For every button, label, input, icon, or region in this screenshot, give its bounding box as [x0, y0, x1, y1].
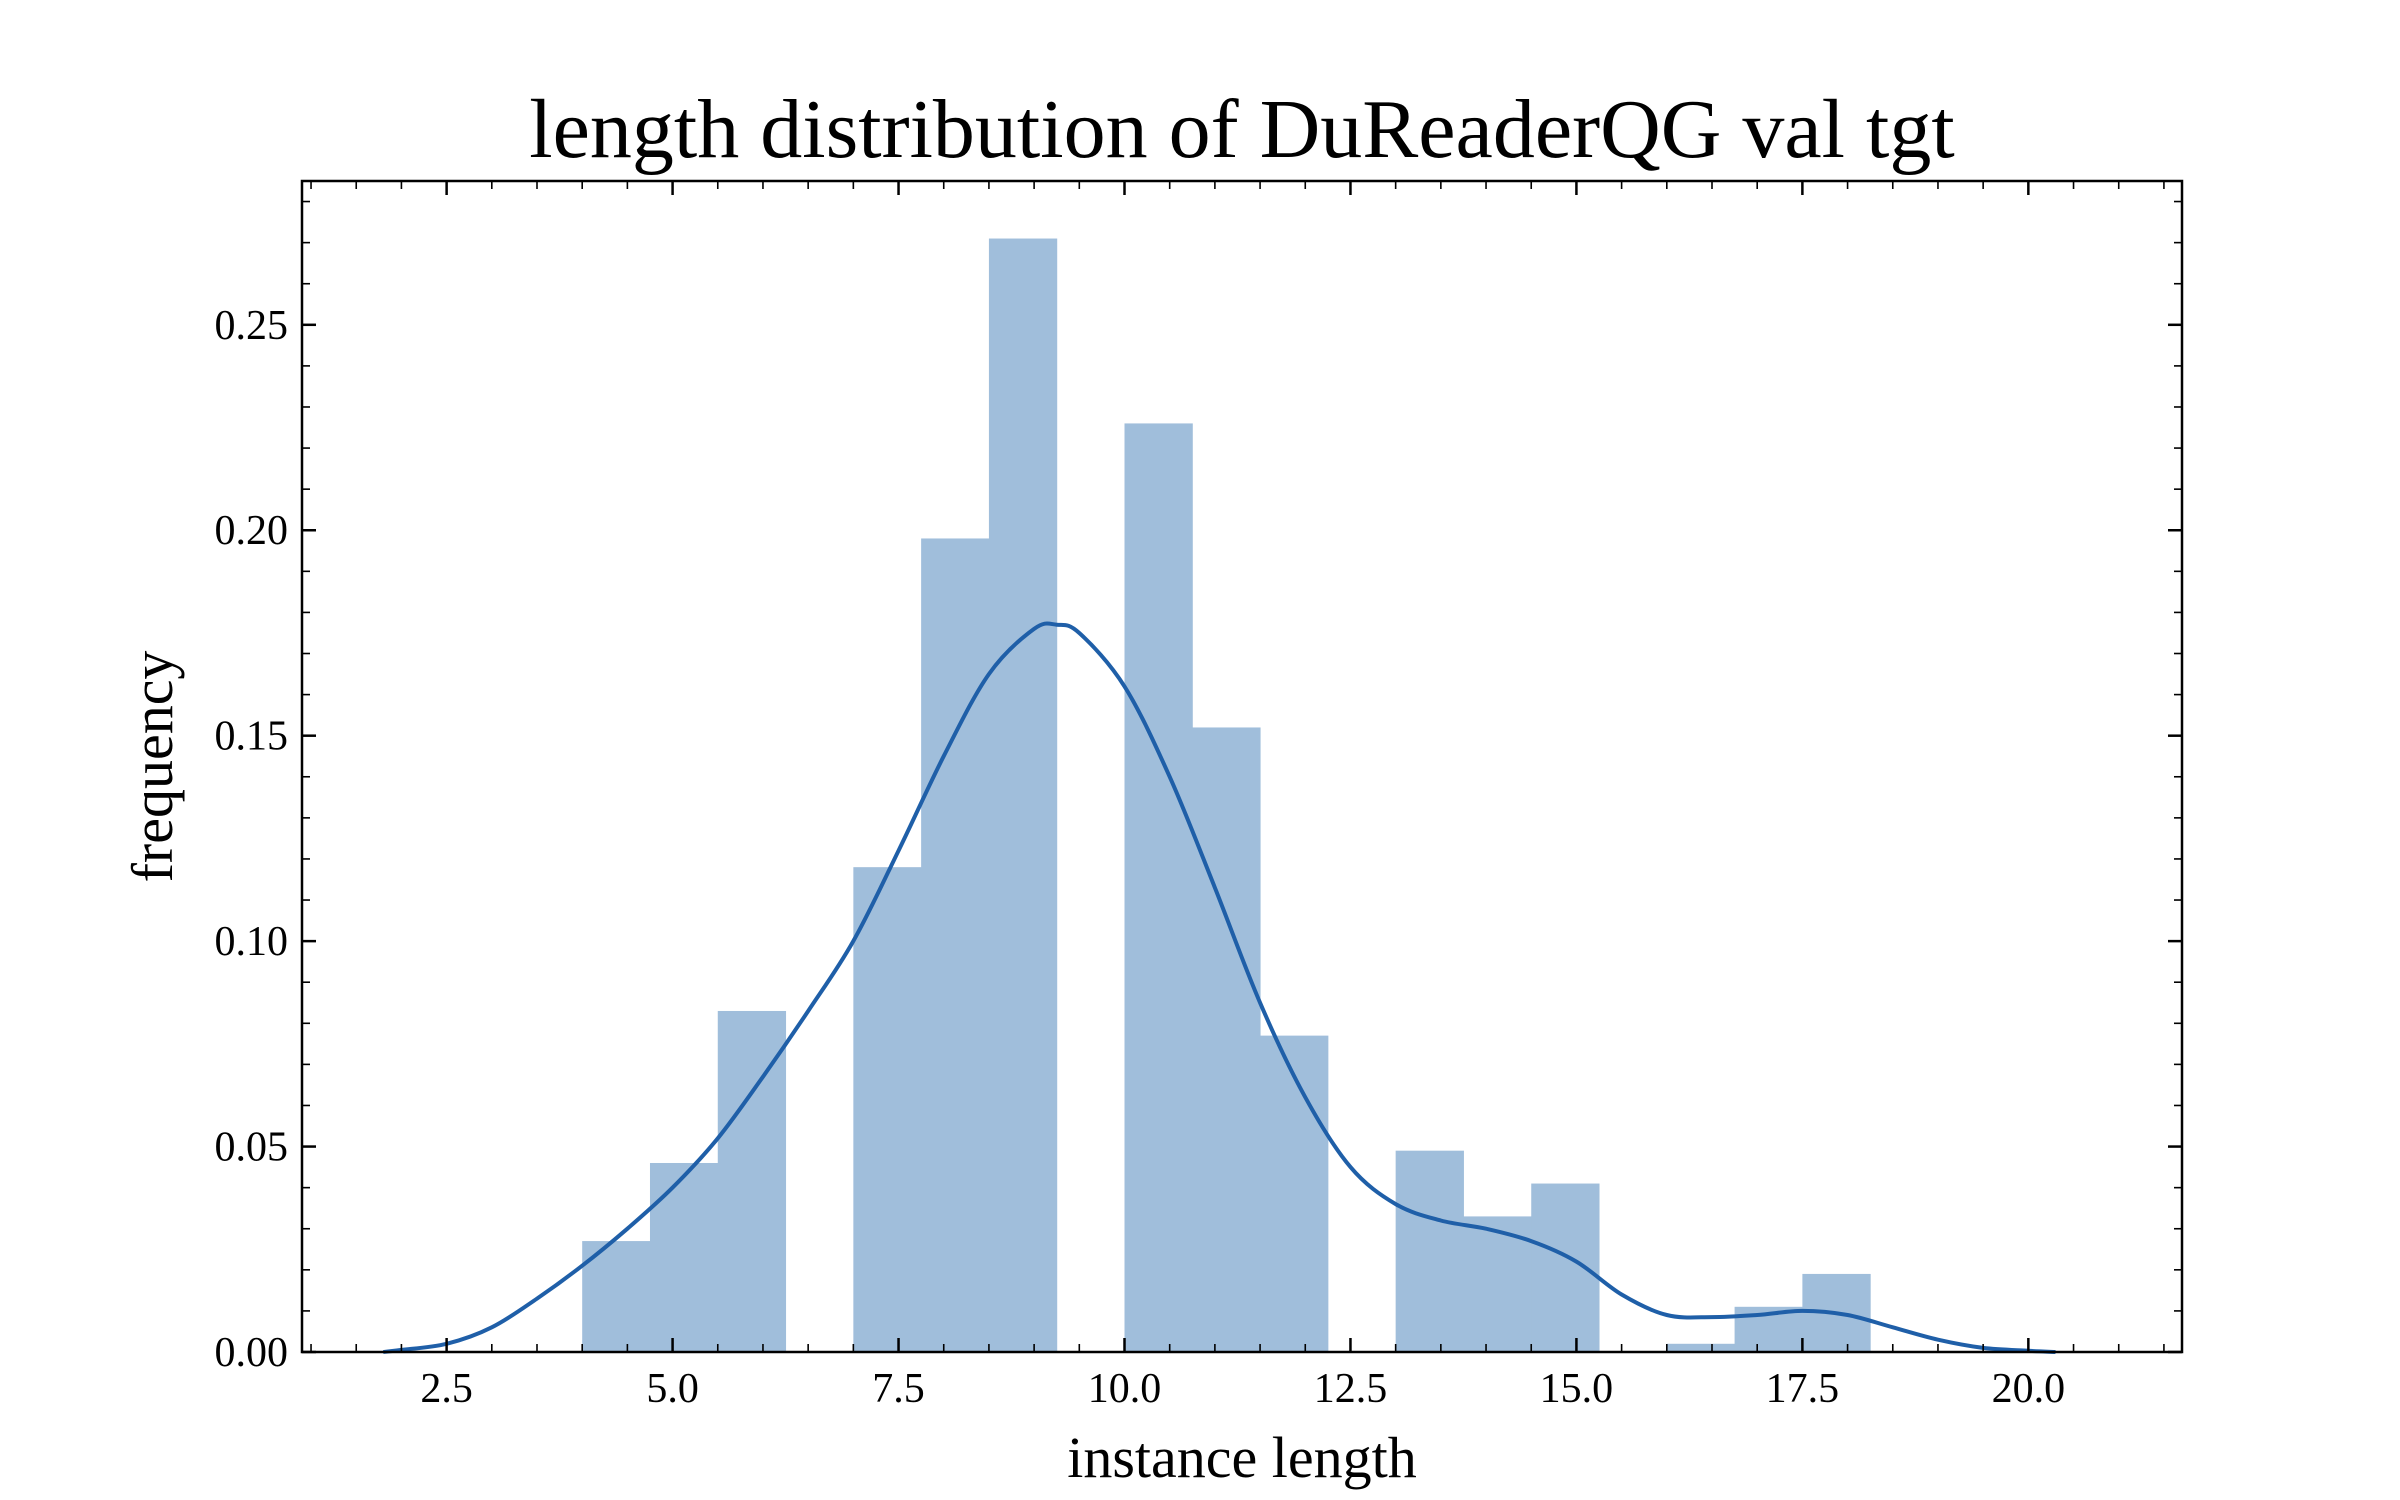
y-tick-label: 0.25: [215, 303, 289, 349]
histogram-bar: [988, 238, 1058, 1352]
kde-curve: [383, 621, 2056, 1354]
x-tick-label: 12.5: [1314, 1366, 1388, 1412]
histogram-bar: [649, 1162, 719, 1352]
histogram-bar: [921, 538, 990, 1352]
histogram-bar: [1124, 423, 1193, 1352]
histogram-bar: [582, 1241, 651, 1352]
x-tick-label: 17.5: [1766, 1366, 1840, 1412]
histogram-bar: [1192, 727, 1261, 1352]
histogram-bar: [1531, 1183, 1600, 1352]
y-tick-label: 0.00: [215, 1330, 289, 1376]
histogram-bar: [717, 1010, 787, 1352]
x-tick-labels: 2.5 5.0 7.5 10.0 12.5 15.0 17.5 20.0: [420, 1366, 2065, 1412]
x-tick-label: 7.5: [872, 1366, 925, 1412]
histogram-bars: [582, 238, 1871, 1352]
y-tick-label: 0.15: [215, 714, 289, 760]
histogram-bar: [1666, 1343, 1736, 1352]
axis-ticks: [302, 181, 2182, 1354]
histogram-bar: [853, 867, 922, 1352]
chart-title: length distribution of DuReaderQG val tg…: [529, 83, 1954, 176]
x-tick-label: 5.0: [646, 1366, 699, 1412]
x-axis-label: instance length: [1067, 1425, 1417, 1490]
x-tick-label: 2.5: [420, 1366, 473, 1412]
y-tick-label: 0.10: [215, 919, 289, 965]
y-axis-label: frequency: [120, 651, 185, 883]
x-tick-label: 20.0: [1992, 1366, 2066, 1412]
y-tick-label: 0.05: [215, 1125, 289, 1171]
histogram-bar: [1260, 1035, 1329, 1352]
x-tick-label: 10.0: [1088, 1366, 1162, 1412]
x-tick-label: 15.0: [1540, 1366, 1614, 1412]
plot-frame: [300, 179, 2184, 1354]
y-tick-labels: 0.00 0.05 0.10 0.15 0.20 0.25: [215, 303, 289, 1376]
y-tick-label: 0.20: [215, 508, 289, 554]
histogram-bar: [1395, 1150, 1464, 1352]
